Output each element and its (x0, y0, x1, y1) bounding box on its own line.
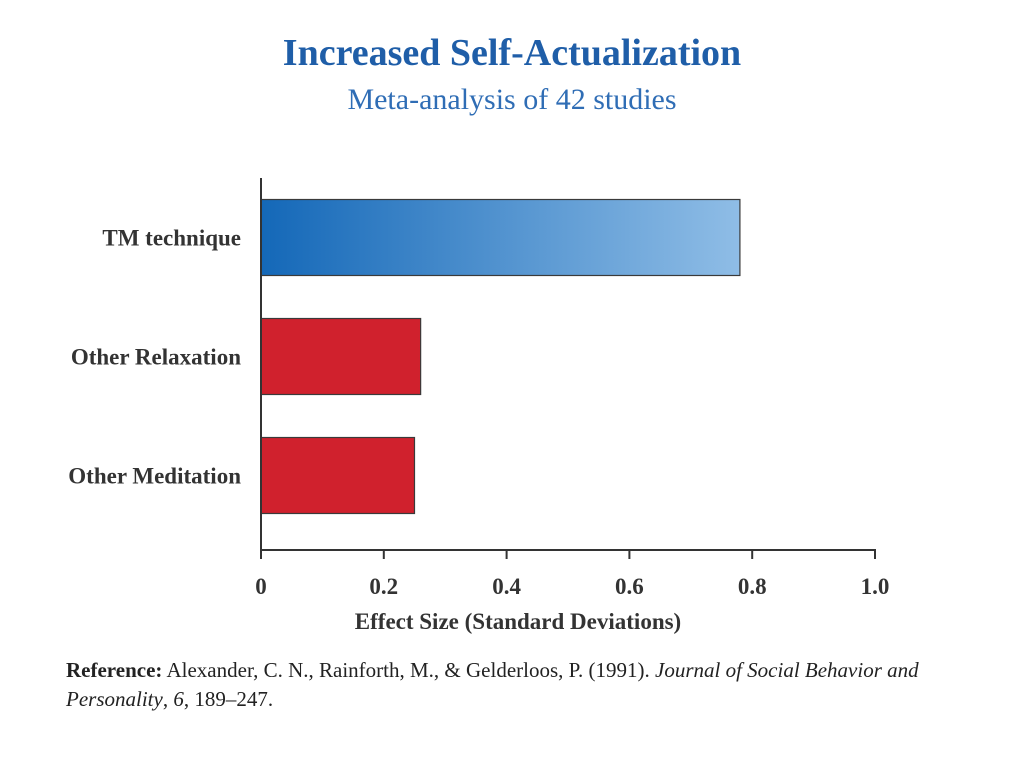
reference-comma: , (162, 687, 174, 711)
bar-tm-technique (260, 198, 741, 277)
x-tick-label-2: 0.4 (492, 574, 521, 599)
x-tick-label-1: 0.2 (369, 574, 398, 599)
bar-other-relaxation (260, 317, 422, 396)
x-axis-title: Effect Size (Standard Deviations) (355, 609, 681, 634)
category-label-other-relaxation: Other Relaxation (71, 345, 241, 370)
chart-title: Increased Self-Actualization (282, 32, 742, 74)
x-tick-label-5: 1.0 (861, 574, 890, 599)
category-label-tm-technique: TM technique (102, 226, 241, 251)
reference-volume: 6 (173, 687, 184, 711)
reference-pages: , 189–247. (183, 687, 274, 711)
reference-authors: Alexander, C. N., Rainforth, M., & Gelde… (162, 658, 655, 682)
reference-citation: Reference: Alexander, C. N., Rainforth, … (66, 656, 966, 714)
x-tick-label-4: 0.8 (738, 574, 767, 599)
bar-other-meditation (260, 436, 416, 515)
reference-journal: Journal of Social Behavior and Personali… (66, 658, 919, 711)
x-tick-label-3: 0.6 (615, 574, 644, 599)
category-label-other-meditation: Other Meditation (68, 464, 241, 489)
reference-label: Reference: (66, 658, 163, 682)
chart-subtitle: Meta-analysis of 42 studies (347, 83, 677, 116)
x-tick-label-0: 0 (255, 574, 267, 599)
